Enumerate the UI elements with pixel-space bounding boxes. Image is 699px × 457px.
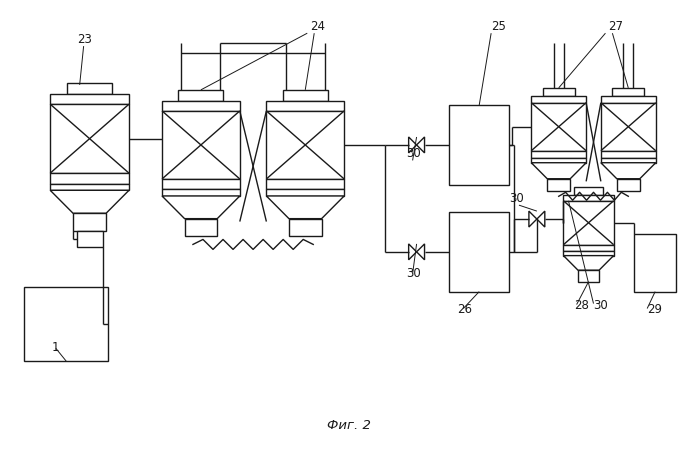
Bar: [634, 234, 676, 292]
Text: 24: 24: [310, 20, 325, 33]
Bar: [162, 101, 240, 111]
Bar: [77, 231, 103, 247]
Polygon shape: [266, 196, 344, 218]
Polygon shape: [417, 244, 424, 260]
Polygon shape: [563, 255, 614, 270]
Bar: [178, 90, 224, 101]
Bar: [266, 190, 344, 196]
Bar: [563, 244, 614, 251]
Bar: [531, 96, 586, 103]
Bar: [578, 270, 599, 282]
Bar: [162, 111, 240, 179]
Bar: [601, 158, 656, 163]
Bar: [601, 151, 656, 158]
Bar: [617, 179, 640, 191]
Bar: [543, 88, 575, 96]
Bar: [563, 195, 614, 201]
Bar: [601, 96, 656, 103]
Bar: [563, 201, 614, 244]
Text: 30: 30: [407, 148, 421, 160]
Bar: [73, 213, 106, 231]
Polygon shape: [537, 211, 545, 227]
Text: 30: 30: [509, 192, 524, 205]
Bar: [24, 287, 108, 361]
Polygon shape: [162, 196, 240, 218]
Bar: [50, 104, 129, 173]
Polygon shape: [531, 163, 586, 179]
Bar: [449, 212, 509, 292]
Bar: [289, 218, 322, 236]
Bar: [185, 218, 217, 236]
Bar: [612, 88, 644, 96]
Text: 25: 25: [491, 20, 506, 33]
Bar: [50, 94, 129, 104]
Bar: [531, 158, 586, 163]
Bar: [266, 111, 344, 179]
Polygon shape: [50, 190, 129, 213]
Bar: [67, 83, 113, 94]
Bar: [563, 251, 614, 255]
Text: 26: 26: [457, 303, 473, 317]
Polygon shape: [409, 244, 417, 260]
Text: 28: 28: [574, 298, 589, 312]
Polygon shape: [529, 211, 537, 227]
Bar: [282, 90, 328, 101]
Polygon shape: [601, 163, 656, 179]
Bar: [162, 190, 240, 196]
Bar: [50, 173, 129, 184]
Bar: [574, 187, 603, 195]
Text: Фиг. 2: Фиг. 2: [327, 419, 371, 432]
Polygon shape: [409, 137, 417, 153]
Bar: [266, 101, 344, 111]
Bar: [601, 103, 656, 151]
Text: 23: 23: [77, 33, 92, 46]
Text: 30: 30: [593, 298, 608, 312]
Bar: [162, 179, 240, 190]
Bar: [266, 179, 344, 190]
Text: 30: 30: [407, 267, 421, 280]
Bar: [50, 184, 129, 190]
Text: 1: 1: [52, 341, 59, 354]
Bar: [531, 151, 586, 158]
Text: 29: 29: [647, 303, 662, 317]
Bar: [449, 105, 509, 185]
Polygon shape: [417, 137, 424, 153]
Bar: [547, 179, 570, 191]
Bar: [531, 103, 586, 151]
Text: 27: 27: [608, 20, 624, 33]
